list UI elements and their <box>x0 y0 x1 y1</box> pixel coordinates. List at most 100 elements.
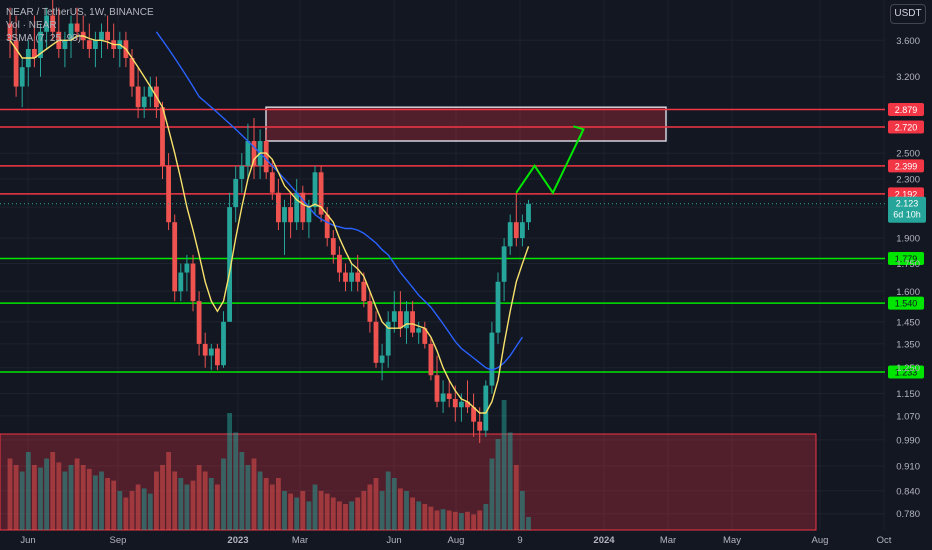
volume-bar-66 <box>410 497 415 530</box>
horizontal-levels[interactable]: 2.879 2.720 2.399 2.192 1.779 1.540 1.233 <box>0 102 924 379</box>
time-tick-2: 2023 <box>227 535 248 546</box>
legend-ma[interactable]: 3SMA (7, 25, 99) <box>6 33 82 44</box>
legend-volume[interactable]: Vol · NEAR <box>6 20 57 31</box>
candle-body-51 <box>318 172 324 215</box>
candle-body-55 <box>343 272 348 282</box>
candle-body-33 <box>208 348 214 356</box>
candle-body-52 <box>324 214 330 239</box>
candle-body-28 <box>178 272 184 292</box>
moving-averages <box>9 31 530 414</box>
volume-bar-62 <box>385 471 391 530</box>
volume-bar-30 <box>190 480 196 530</box>
candle-body-1 <box>13 40 19 87</box>
candle-body-67 <box>416 328 422 333</box>
volume-bar-0 <box>7 458 13 530</box>
support-label-1: 1.540 <box>895 299 918 309</box>
resistance-label-2: 2.399 <box>895 161 918 171</box>
candle-body-39 <box>245 140 251 166</box>
volume-bar-83 <box>513 465 519 530</box>
candle-body-31 <box>196 301 202 344</box>
volume-bar-32 <box>202 471 208 530</box>
volume-bar-20 <box>129 491 135 530</box>
volume-bar-49 <box>306 501 312 530</box>
candle-body-70 <box>434 375 440 402</box>
volume-bar-14 <box>93 475 98 530</box>
candle-body-14 <box>93 40 98 49</box>
candle-body-74 <box>459 401 464 408</box>
volume-bar-40 <box>251 458 257 530</box>
time-axis[interactable]: Jun Sep 2023 Mar Jun Aug 9 2024 Mar May Aug Oct <box>20 535 891 546</box>
candle-body-29 <box>184 263 190 273</box>
resistance-label-0: 2.879 <box>895 105 918 115</box>
volume-bar-21 <box>135 484 141 530</box>
last-price-label: 2.123 <box>896 199 919 209</box>
volume-bar-77 <box>477 510 483 530</box>
volume-bar-85 <box>526 517 531 530</box>
price-tick-13: 0.990 <box>896 435 920 446</box>
candle-body-4 <box>32 48 37 58</box>
currency-button[interactable]: USDT <box>890 4 926 24</box>
candle-body-45 <box>282 207 287 223</box>
support-tag-1 <box>888 296 924 310</box>
volume-bar-76 <box>471 514 476 530</box>
candle-body-35 <box>221 321 226 366</box>
price-tick-16: 0.780 <box>896 509 920 520</box>
zones <box>265 106 667 142</box>
volume-bar-61 <box>379 491 385 530</box>
volume-bar-5 <box>38 467 43 530</box>
volume-bar-52 <box>324 493 330 530</box>
volume-bar-39 <box>245 465 251 530</box>
volume-bar-36 <box>227 413 232 530</box>
legend-symbol[interactable]: NEAR / TetherUS, 1W, BINANCE <box>6 7 154 18</box>
volume-bar-65 <box>404 491 409 530</box>
volume-bar-59 <box>367 484 373 530</box>
price-tick-3: 2.300 <box>896 174 920 185</box>
volume-bar-8 <box>56 462 62 530</box>
candle-body-76 <box>471 407 476 422</box>
candle-body-40 <box>251 140 257 166</box>
candle-body-11 <box>74 23 80 32</box>
candle-body-80 <box>495 281 501 333</box>
time-tick-6: 9 <box>517 535 522 546</box>
price-axis[interactable]: 3.6003.2002.5002.3002.1001.9001.7501.600… <box>0 36 926 520</box>
volume-bar-38 <box>239 452 245 530</box>
volume-bar-22 <box>141 488 147 530</box>
price-tick-5: 1.900 <box>896 234 920 245</box>
candle-body-61 <box>379 355 385 363</box>
time-tick-8: Mar <box>660 535 676 546</box>
candle-body-79 <box>489 332 495 386</box>
volume-bar-18 <box>117 491 123 530</box>
volume-bar-72 <box>446 510 452 530</box>
price-tick-15: 0.840 <box>896 486 920 497</box>
volume-bar-69 <box>428 506 434 530</box>
candle-body-5 <box>38 31 43 58</box>
candle-body-48 <box>300 192 306 223</box>
volume-bar-13 <box>86 468 92 530</box>
time-tick-10: Aug <box>812 535 829 546</box>
volume-bar-53 <box>330 497 336 530</box>
volume-bar-11 <box>74 458 80 530</box>
support-label-0: 1.779 <box>895 254 918 264</box>
projection-arrow[interactable] <box>515 125 585 195</box>
volume-bar-41 <box>257 471 263 530</box>
price-tick-7: 1.600 <box>896 287 920 298</box>
volume-bar-44 <box>276 478 281 530</box>
support-tag-2 <box>888 365 924 379</box>
volume-bar-63 <box>391 478 397 530</box>
candle-body-71 <box>440 393 446 402</box>
volume-bar-82 <box>507 432 513 530</box>
last-price-tag <box>888 196 926 223</box>
volume-bar-31 <box>196 465 202 530</box>
price-tick-12: 1.070 <box>896 411 920 422</box>
volume-bar-84 <box>520 491 525 530</box>
volume-bar-57 <box>355 497 361 530</box>
candle-body-57 <box>355 272 361 282</box>
volume-bar-60 <box>373 478 379 530</box>
volume-bar-71 <box>440 509 446 530</box>
price-tick-6: 1.750 <box>896 259 920 270</box>
projection-arrowhead <box>573 125 585 139</box>
volume-bar-9 <box>62 471 68 530</box>
price-tick-2: 2.500 <box>896 149 920 160</box>
volume-bar-80 <box>495 439 501 530</box>
